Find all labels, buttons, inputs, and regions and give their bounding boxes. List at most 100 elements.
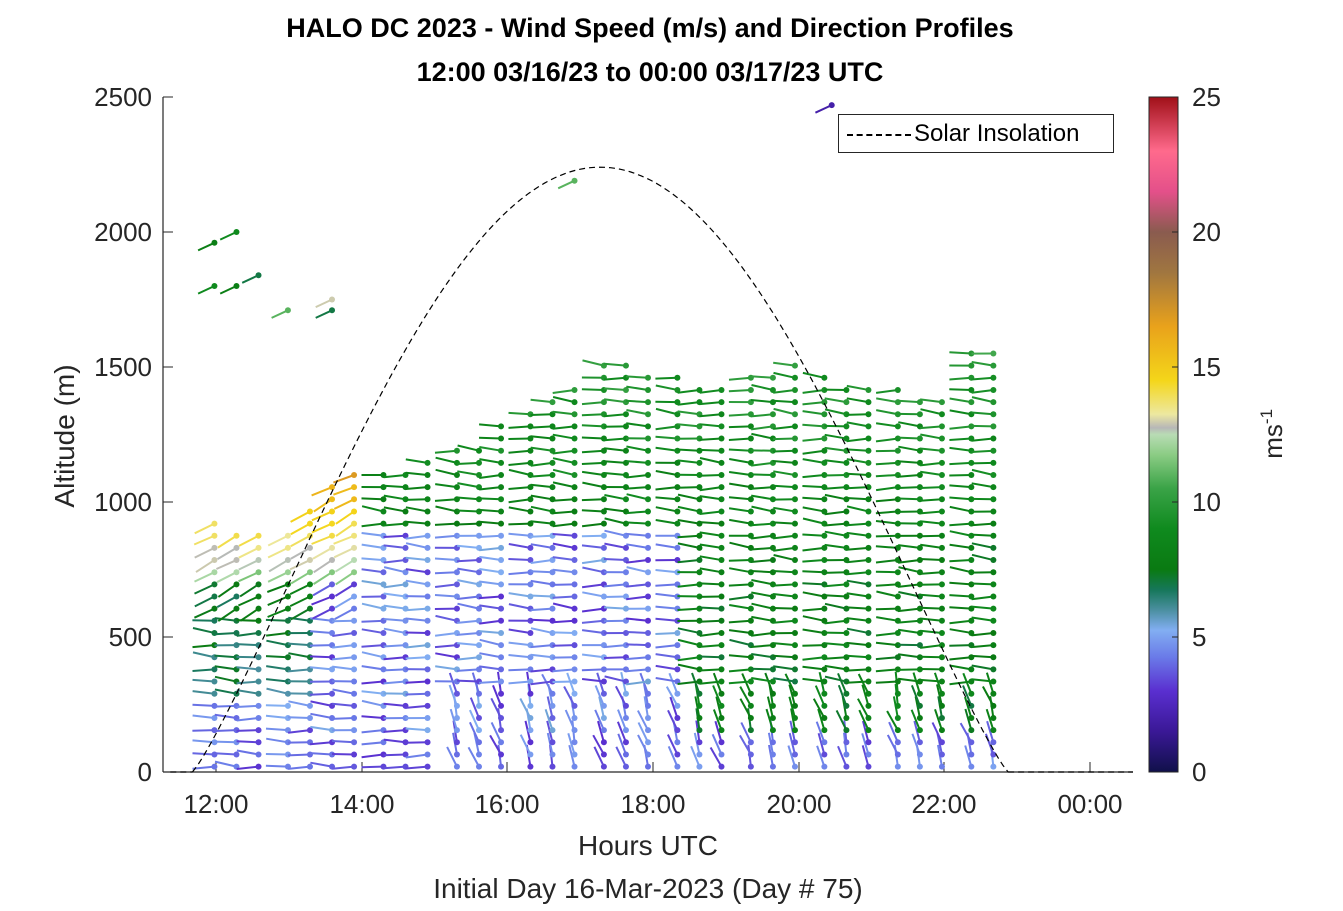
wind-barb-point [211,581,218,588]
wind-barb-point [424,459,431,466]
wind-barb-point [990,520,997,527]
wind-barb-point [938,678,945,685]
wind-barb-staff [546,720,554,743]
wind-barb-staff [655,470,678,476]
wind-barb-point [527,702,534,709]
wind-barb-staff [861,745,870,767]
wind-barb-point [527,629,534,636]
wind-barb-staff [581,678,605,683]
wind-barb-staff [824,493,847,501]
wind-barb-staff [490,721,502,743]
wind-barb-point [938,399,945,406]
wind-barb-staff [456,461,480,465]
wind-barb-staff [552,556,575,562]
wind-barb-staff [332,631,355,637]
wind-barb-staff [310,752,333,756]
wind-barb-point [894,763,901,770]
wind-barb-staff [594,709,605,731]
wind-barb-staff [897,474,920,478]
wind-barb-staff [192,627,215,634]
wind-barb-point [938,508,945,515]
wind-barb-staff [236,680,259,685]
wind-barb-point [571,617,578,624]
wind-barb-staff [959,722,973,743]
wind-barb-point [549,763,556,770]
wind-barb-point [233,557,240,564]
x-tick-label: 22:00 [911,789,976,819]
wind-barb-staff [237,595,259,607]
wind-barb-point [329,307,336,314]
wind-barb-point [255,751,262,758]
wind-barb-staff [383,729,406,733]
wind-barb-staff [238,547,259,559]
wind-barb-staff [457,482,480,489]
wind-barb-staff [490,697,502,719]
wind-barb-staff [265,704,288,707]
wind-barb-staff [971,361,994,367]
wind-barb-staff [287,642,311,647]
wind-barb-staff [699,531,722,537]
wind-barb-staff [383,656,406,661]
wind-barb-point [475,690,482,697]
wind-barb-staff [217,583,238,598]
wind-barb-point [211,283,218,289]
wind-barb-staff [405,542,428,549]
wind-barb-point [968,508,975,515]
wind-barb-staff [699,457,722,464]
wind-barb-point [351,642,358,649]
wind-barb-staff [469,697,480,719]
wind-barb-staff [897,653,921,659]
wind-barb-staff [456,679,480,683]
wind-barb-point [424,581,431,588]
wind-barb-staff [508,543,531,549]
wind-barb-staff [361,580,384,586]
wind-barb-point [498,690,505,697]
wind-barb-staff [566,672,576,695]
x-axis-ticks: 12:00 14:00 16:00 18:00 20:00 22:00 00:0… [183,762,1123,819]
wind-barb-point [990,727,997,734]
wind-barb-staff [383,680,406,685]
wind-barb-point [380,508,387,515]
wind-barb-staff [920,470,943,476]
wind-barb-staff [637,722,649,743]
wind-barb-point [233,690,240,697]
wind-barb-staff [773,665,796,671]
wind-barb-point [718,435,725,442]
wind-barb-point [306,727,313,734]
wind-barb-staff [434,571,457,575]
wind-barb-staff [655,376,678,380]
wind-barb-staff [479,595,502,600]
wind-barb-point [571,702,578,709]
wind-barb-staff [552,631,575,634]
wind-barb-staff [875,607,898,611]
wind-barb-staff [712,672,723,695]
wind-barb-point [791,727,798,734]
wind-barb-point [306,557,313,564]
wind-barb-staff [361,543,384,549]
wind-barb-point [769,727,776,734]
wind-barb-staff [802,506,825,513]
wind-barb-point [622,727,629,734]
wind-barb-staff [313,559,333,574]
wind-barb-staff [332,765,355,770]
wind-barb-staff [949,656,972,661]
wind-barb-point [968,751,975,758]
wind-barb-point [255,629,262,636]
wind-barb-point [600,690,607,697]
wind-barb-staff [824,583,847,588]
wind-barb-staff [194,571,215,583]
wind-barb-staff [383,765,406,770]
wind-barb-point [645,642,651,649]
wind-barb-point [211,751,218,758]
wind-barb-staff [711,733,723,755]
wind-barb-staff [626,656,649,661]
wind-barb-staff [288,668,311,673]
wind-barb-staff [405,765,428,770]
wind-barb-staff [728,471,752,476]
wind-barb-point [645,544,651,551]
wind-barb-point [329,605,336,612]
wind-barb-staff [639,672,649,695]
wind-barb-point [527,751,534,758]
wind-barb-point [769,678,776,685]
wind-barb-point [968,763,975,770]
